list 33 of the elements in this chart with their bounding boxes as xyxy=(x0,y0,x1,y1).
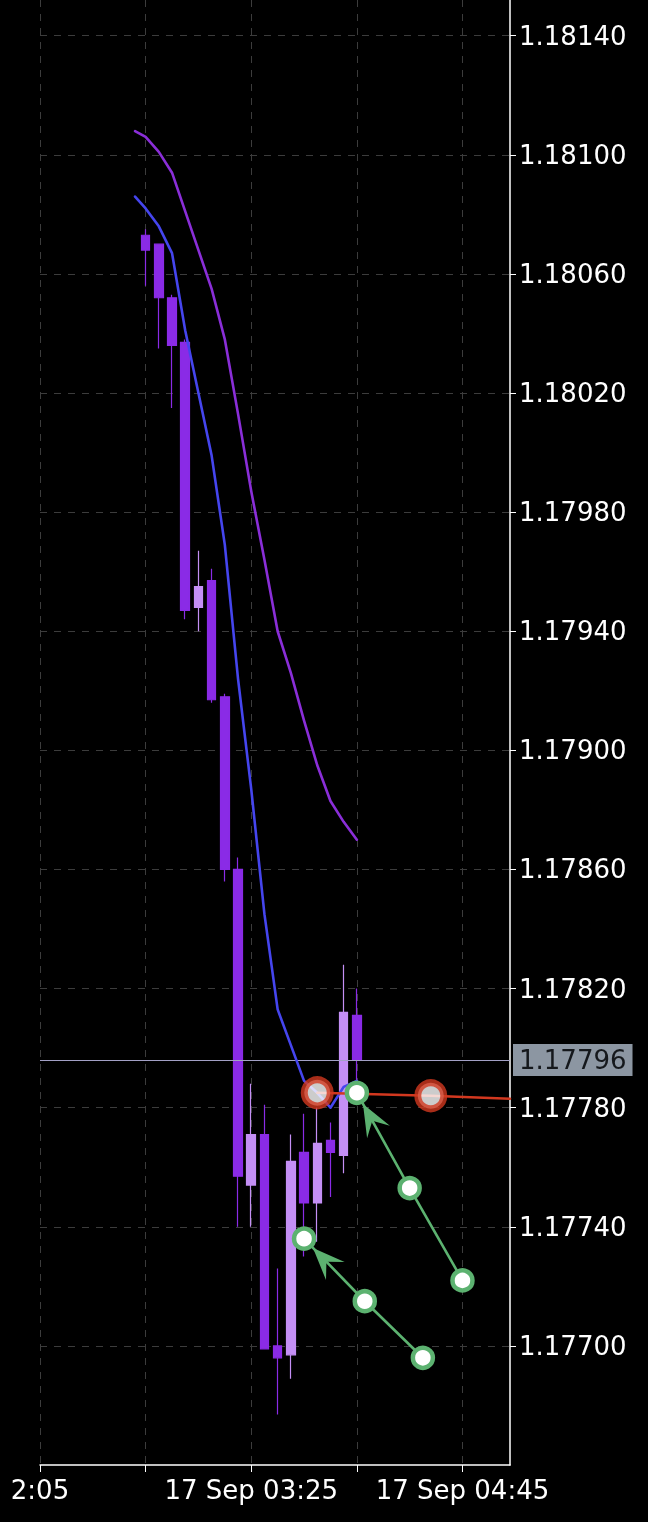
y-tick-label: 1.17900 xyxy=(519,735,627,766)
ref-line-label: 1.17796 xyxy=(519,1045,627,1076)
candlestick xyxy=(351,987,363,1082)
y-tick-label: 1.17740 xyxy=(519,1211,627,1242)
candlestick xyxy=(179,338,191,620)
candlestick xyxy=(245,1083,257,1228)
x-tick-label: 17 Sep 03:25 xyxy=(164,1475,339,1505)
y-tick-label: 1.17980 xyxy=(519,497,627,528)
y-tick-label: 1.17940 xyxy=(519,616,627,647)
candlestick xyxy=(140,228,151,287)
y-tick-label: 1.18020 xyxy=(519,378,627,409)
candlestick xyxy=(166,294,178,409)
candlestick xyxy=(259,1104,270,1350)
candlestick xyxy=(312,1107,323,1243)
y-tick-label: 1.18100 xyxy=(519,139,627,170)
y-tick-label: 1.17820 xyxy=(519,973,627,1004)
candlestick xyxy=(298,1113,310,1258)
candlestick xyxy=(232,856,244,1228)
candlestick xyxy=(272,1267,283,1415)
x-tick-label: 17 Sep 04:45 xyxy=(375,1475,550,1505)
y-tick-label: 1.17700 xyxy=(519,1330,627,1361)
candlestick xyxy=(285,1133,297,1380)
candlestick xyxy=(338,964,349,1174)
candlestick xyxy=(325,1121,336,1198)
candlestick xyxy=(193,550,204,632)
y-tick-label: 1.17860 xyxy=(519,854,627,885)
x-tick-label: 2:05 xyxy=(10,1475,70,1505)
candlestick xyxy=(219,693,231,882)
candlestick xyxy=(206,568,217,704)
y-tick-label: 1.17780 xyxy=(519,1092,627,1123)
y-tick-label: 1.18140 xyxy=(519,20,627,51)
y-tick-label: 1.18060 xyxy=(519,258,627,289)
candlestick xyxy=(153,243,165,349)
